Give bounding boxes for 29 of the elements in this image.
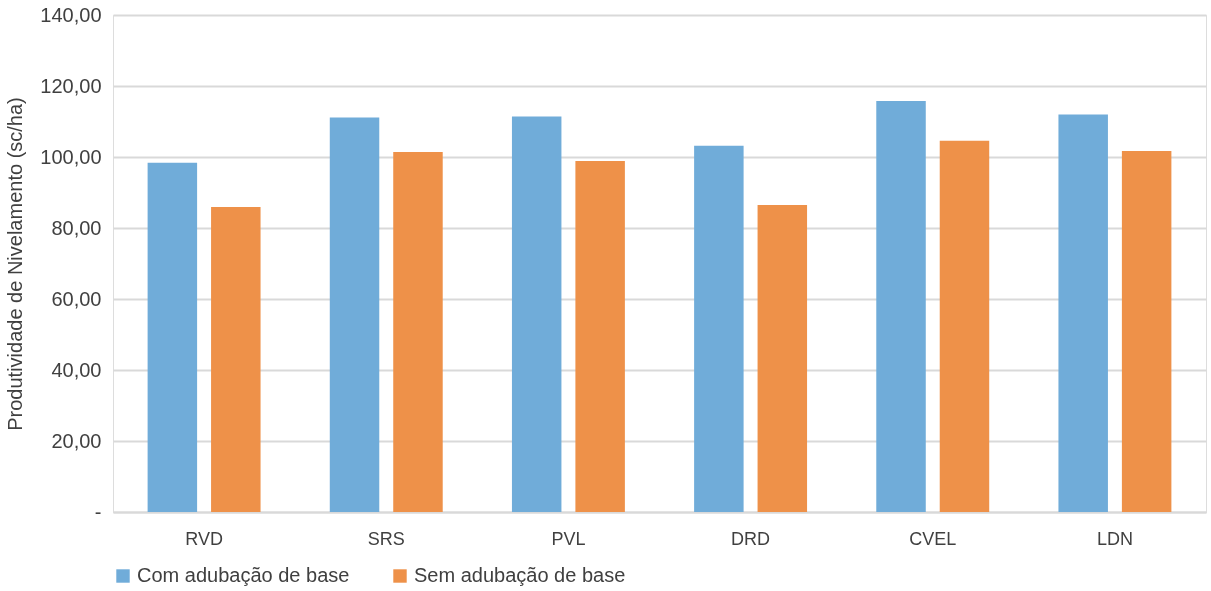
bar bbox=[211, 207, 261, 512]
x-tick-label: DRD bbox=[731, 528, 771, 549]
legend-label: Com adubação de base bbox=[137, 564, 350, 586]
bar bbox=[694, 145, 744, 512]
y-tick-label: 80,00 bbox=[51, 216, 102, 239]
y-tick-label: 120,00 bbox=[40, 74, 102, 97]
y-tick-label: - bbox=[94, 500, 102, 523]
y-axis-title: Produtividade de Nivelamento (sc/ha) bbox=[4, 97, 27, 431]
bar bbox=[1121, 150, 1172, 512]
y-tick-label: 40,00 bbox=[51, 358, 102, 381]
x-tick-label: PVL bbox=[551, 528, 586, 549]
bar bbox=[575, 160, 625, 512]
x-tick-label: RVD bbox=[185, 528, 223, 549]
bar bbox=[147, 162, 198, 512]
x-tick-label: CVEL bbox=[909, 528, 957, 549]
bar bbox=[1058, 114, 1108, 512]
bar bbox=[876, 100, 926, 512]
y-tick-label: 100,00 bbox=[40, 145, 102, 168]
bar bbox=[393, 152, 443, 512]
y-tick-label: 140,00 bbox=[40, 3, 102, 26]
bar bbox=[757, 204, 808, 512]
y-tick-label: 20,00 bbox=[51, 429, 102, 452]
legend-label: Sem adubação de base bbox=[414, 564, 626, 586]
x-tick-label: LDN bbox=[1096, 528, 1133, 549]
x-tick-label: SRS bbox=[367, 528, 405, 549]
y-tick-label: 60,00 bbox=[51, 287, 102, 310]
bar bbox=[511, 116, 562, 512]
bar bbox=[939, 140, 990, 512]
bar bbox=[329, 117, 380, 512]
